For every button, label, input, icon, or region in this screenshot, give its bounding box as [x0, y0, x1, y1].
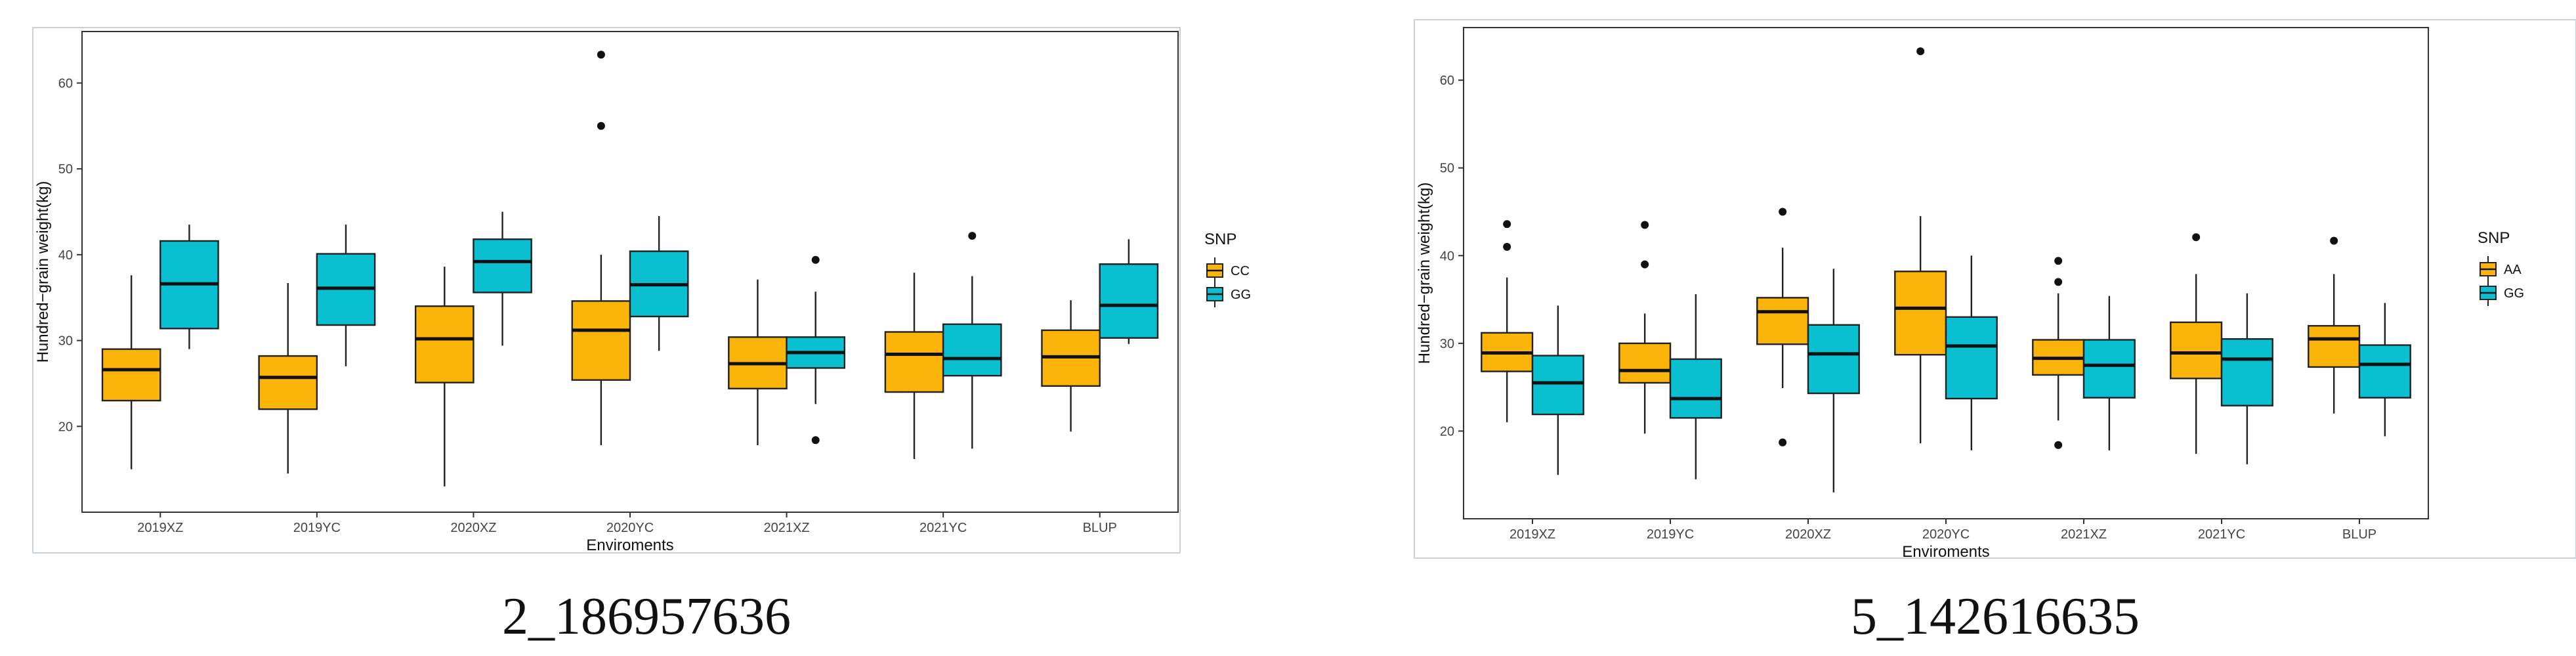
y-tick-label: 30	[1440, 337, 1454, 351]
x-tick-label: 2019XZ	[1510, 527, 1555, 542]
box-gg	[942, 323, 1002, 377]
y-tick-label: 60	[1440, 74, 1454, 88]
y-tick-label: 50	[58, 162, 73, 177]
x-tick-label: 2019XZ	[137, 521, 183, 535]
chart-right: 20 30 40 50 60 2019XZ 2019YC 2020XZ 2020YC 2021XZ…	[1416, 27, 2524, 561]
y-tick-label: 40	[58, 248, 73, 263]
outlier-point	[597, 51, 605, 59]
box-aa	[1756, 297, 1809, 345]
outlier-point	[2054, 278, 2063, 286]
box-cc	[101, 348, 161, 402]
box-gg	[1807, 324, 1860, 395]
box-gg	[2358, 344, 2411, 399]
legend-label-gg: GG	[2504, 286, 2524, 301]
left-caption: 2_186957636	[502, 588, 791, 645]
box-cc	[414, 305, 475, 383]
legend: SNP AA GG	[2478, 229, 2524, 306]
y-tick-label: 60	[58, 76, 73, 91]
legend-label-aa: AA	[2504, 263, 2522, 277]
chart-left: 20 30 40 50 60 2019XZ 2019YC 2020XZ 2020YC 2021XZ…	[34, 31, 1251, 554]
outlier-point	[2054, 441, 2063, 449]
y-tick-label: 30	[58, 334, 73, 349]
x-tick-label: 2020YC	[1922, 527, 1970, 542]
legend-title: SNP	[1204, 230, 1236, 248]
box-gg	[1531, 355, 1584, 416]
box-gg	[1945, 316, 1998, 400]
x-tick-label: 2020XZ	[450, 521, 496, 535]
box-aa	[1894, 271, 1947, 356]
outlier-point	[811, 255, 820, 264]
x-tick-label: 2021XZ	[764, 521, 810, 535]
x-tick-label: BLUP	[2342, 527, 2376, 542]
x-axis-title: Enviroments	[586, 536, 673, 554]
x-tick-label: 2019YC	[293, 521, 341, 535]
y-tick-label: 20	[1440, 424, 1454, 439]
outlier-point	[2192, 233, 2201, 242]
box-aa	[1618, 342, 1672, 384]
box-cc	[571, 300, 631, 381]
box-aa	[2170, 321, 2223, 380]
box-gg	[1099, 263, 1159, 339]
outlier-point	[968, 232, 977, 240]
legend-label-cc: CC	[1231, 264, 1250, 278]
y-tick-label: 40	[1440, 249, 1454, 263]
outlier-point	[1779, 438, 1787, 447]
legend-title: SNP	[2478, 229, 2510, 247]
box-gg	[1669, 358, 1722, 419]
outlier-point	[1641, 221, 1649, 229]
box-cc	[884, 331, 944, 393]
outlier-point	[1503, 242, 1511, 251]
box-cc	[258, 355, 318, 410]
y-tick-label: 20	[58, 420, 73, 434]
legend: SNP CC GG	[1204, 230, 1251, 307]
outlier-point	[2330, 236, 2338, 245]
box-gg	[473, 238, 532, 294]
box-gg	[2220, 338, 2273, 406]
x-tick-label: BLUP	[1083, 521, 1117, 535]
outlier-point	[1916, 47, 1925, 56]
x-tick-label: 2021YC	[2198, 527, 2245, 542]
y-tick-label: 50	[1440, 162, 1454, 176]
box-gg	[2082, 339, 2136, 399]
y-axis-title: Hundred−grain weight(kg)	[1416, 183, 1433, 364]
x-tick-label: 2019YC	[1647, 527, 1694, 542]
right-caption: 5_142616635	[1851, 588, 2140, 645]
outlier-point	[2054, 257, 2063, 265]
outlier-point	[597, 121, 605, 130]
x-tick-label: 2021XZ	[2061, 527, 2107, 542]
x-tick-label: 2021YC	[919, 521, 967, 535]
x-tick-label: 2020YC	[606, 521, 654, 535]
box-aa	[2308, 324, 2361, 368]
x-tick-label: 2020XZ	[1785, 527, 1831, 542]
y-axis-title: Hundred−grain weight(kg)	[34, 181, 52, 363]
outlier-point	[811, 436, 820, 445]
legend-label-gg: GG	[1231, 288, 1251, 302]
outlier-point	[1779, 208, 1787, 216]
outlier-point	[1641, 260, 1649, 269]
outlier-point	[1503, 220, 1511, 229]
x-axis-title: Enviroments	[1902, 543, 1989, 561]
